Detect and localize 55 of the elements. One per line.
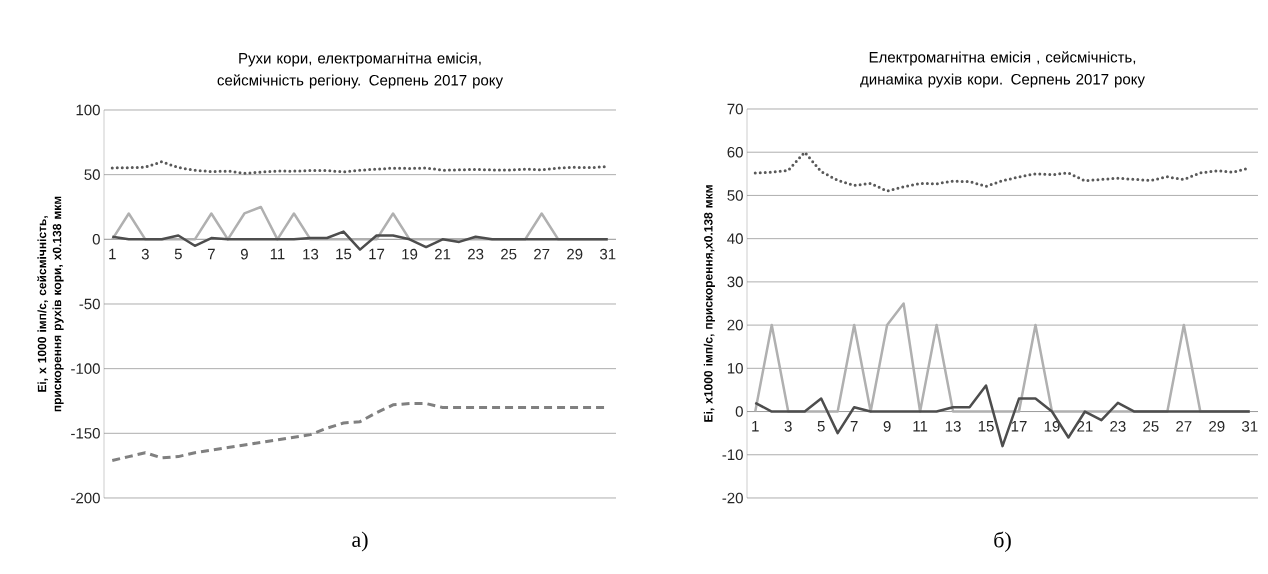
y-tick-label: -100: [71, 363, 100, 374]
y-tick-label: -150: [71, 428, 100, 439]
x-tick-label: 13: [945, 421, 961, 432]
text: а): [352, 531, 368, 552]
y-tick-label: 70: [727, 103, 743, 115]
x-tick-label: 27: [534, 248, 550, 260]
x-tick-label: 31: [1242, 421, 1258, 432]
x-tick-label: 19: [402, 248, 418, 260]
x-tick-label: 11: [913, 421, 928, 432]
y-tick-label: 40: [727, 233, 743, 244]
x-tick-label: 19: [1044, 421, 1060, 432]
x-tick-label: 3: [141, 248, 149, 260]
x-tick-label: 25: [1143, 421, 1159, 432]
y-tick-label: 0: [92, 234, 100, 245]
x-tick-label: 15: [978, 421, 994, 432]
x-tick-label: 17: [1011, 421, 1027, 432]
y-tick-label: 50: [84, 169, 100, 180]
x-tick-label: 7: [850, 421, 858, 432]
chart-title: Рухи кори, електромагнітна емісія, сейсмічність регіону. Серпень 2017 року: [217, 52, 504, 89]
x-tick-label: 9: [883, 421, 891, 432]
x-tick-label: 23: [1110, 421, 1126, 432]
x-tick-label: 29: [1209, 421, 1225, 432]
x-tick-label: 1: [109, 248, 116, 260]
x-tick-label: 7: [207, 248, 215, 260]
y-tick-label: -10: [722, 449, 743, 461]
y-tick-label: 20: [727, 319, 743, 331]
y-tick-label: 10: [727, 363, 743, 374]
x-tick-label: 3: [784, 421, 792, 432]
x-tick-label: 5: [174, 248, 182, 260]
x-tick-label: 5: [817, 421, 825, 432]
x-tick-label: 11: [270, 248, 285, 260]
x-tick-label: 25: [501, 248, 517, 260]
y-tick-label: 50: [727, 190, 743, 201]
x-tick-label: 31: [599, 248, 616, 260]
y-tick-label: 60: [727, 146, 743, 158]
x-tick-label: 23: [468, 248, 484, 260]
x-tick-label: 15: [336, 248, 352, 260]
y-tick-label: 30: [727, 276, 743, 288]
y-axis-title: Ei, х1000 імп/с, прискорення,х0.138 мкм: [703, 185, 715, 422]
text: б): [994, 531, 1011, 552]
y-axis-title: Ei, х 1000 імп/с, сейсмічність, прискорення рухів кори, х0.138 мкм: [37, 196, 64, 412]
y-tick-label: -200: [71, 492, 100, 504]
x-tick-label: 21: [1077, 421, 1093, 432]
x-tick-label: 27: [1176, 421, 1192, 432]
x-tick-label: 21: [435, 248, 451, 260]
x-tick-label: 13: [303, 248, 319, 260]
y-tick-label: -50: [79, 298, 100, 310]
chart-title: Електромагнітна емісія , сейсмічність, динаміка рухів кори. Серпень 2017 року: [860, 51, 1145, 88]
y-tick-label: 0: [735, 406, 743, 417]
x-tick-label: 1: [752, 421, 759, 432]
x-tick-label: 9: [240, 248, 248, 260]
x-tick-label: 29: [567, 248, 583, 260]
x-tick-label: 17: [369, 248, 385, 260]
y-tick-label: -20: [722, 492, 743, 504]
y-tick-label: 100: [76, 104, 100, 116]
